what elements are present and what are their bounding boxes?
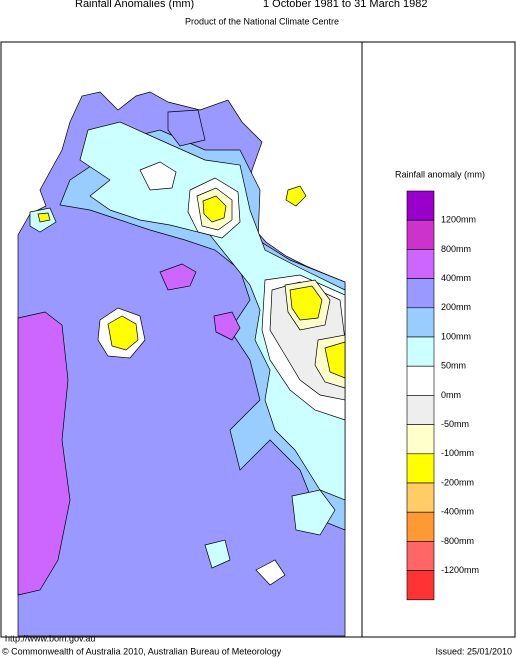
legend-swatch	[406, 190, 435, 221]
legend-swatch	[406, 336, 435, 367]
issued: Issued: 25/01/2010	[435, 646, 512, 656]
legend-swatch	[406, 365, 435, 396]
legend-title: Rainfall anomaly (mm)	[395, 169, 485, 179]
legend-swatch	[406, 570, 435, 601]
legend-label: -50mm	[441, 419, 469, 429]
map	[17, 91, 346, 637]
legend-label: -100mm	[441, 448, 474, 458]
legend-swatch	[406, 541, 435, 571]
legend-swatch	[406, 424, 435, 455]
legend-label: 200mm	[441, 302, 471, 312]
legend-swatch	[406, 278, 435, 309]
copyright: © Commonwealth of Australia 2010, Austra…	[2, 646, 282, 656]
legend-swatch	[406, 395, 435, 425]
legend-swatch	[406, 511, 435, 542]
legend-swatch	[406, 307, 435, 338]
legend: 1200mm 800mm 400mm 200mm 100mm 50mm 0mm -50mm -1…	[406, 190, 479, 601]
period: 1 October 1981 to 31 March 1982	[263, 0, 428, 10]
legend-swatch	[406, 219, 435, 250]
legend-swatch	[406, 482, 435, 513]
legend-swatch	[406, 453, 435, 484]
legend-label: 1200mm	[441, 215, 476, 225]
legend-label: 800mm	[441, 244, 471, 254]
legend-label: 400mm	[441, 273, 471, 283]
url: http://www.bom.gov.au	[5, 633, 95, 643]
legend-label: 50mm	[441, 361, 466, 371]
legend-label: -800mm	[441, 536, 474, 546]
subtitle: Product of the National Climate Centre	[185, 16, 339, 26]
legend-label: -1200mm	[441, 565, 479, 575]
legend-label: -200mm	[441, 477, 474, 487]
legend-label: -400mm	[441, 507, 474, 517]
legend-label: 0mm	[441, 390, 461, 400]
title: Rainfall Anomalies (mm)	[75, 0, 194, 10]
legend-swatch	[406, 249, 435, 279]
legend-label: 100mm	[441, 331, 471, 341]
